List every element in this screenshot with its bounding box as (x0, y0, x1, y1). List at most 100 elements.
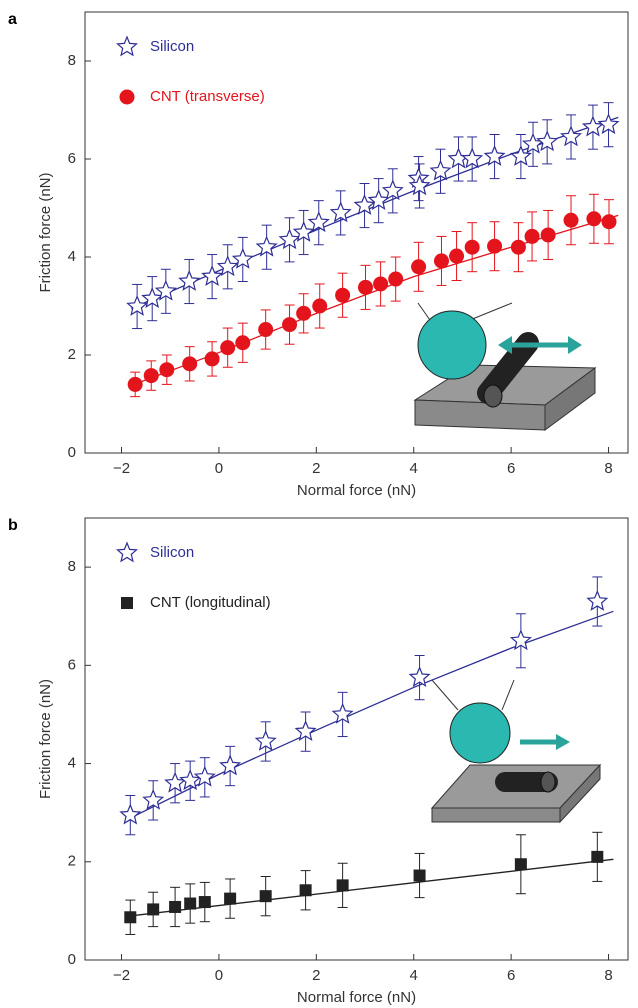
legend-marker (121, 597, 133, 609)
marker-circle (464, 239, 480, 255)
x-tick-label: 6 (507, 460, 515, 477)
marker-circle (220, 340, 236, 356)
marker-square (299, 884, 312, 897)
marker-circle (373, 276, 389, 292)
marker-square (514, 858, 527, 871)
plot-frame (84, 517, 629, 961)
marker-star (216, 255, 239, 277)
marker-square (336, 879, 349, 892)
inset-illustration (413, 302, 597, 431)
marker-square (184, 897, 197, 910)
y-tick-label: 4 (68, 248, 76, 265)
marker-circle (524, 228, 540, 244)
marker-star (353, 194, 376, 215)
marker-circle (358, 279, 374, 295)
marker-star (154, 279, 177, 301)
marker-circle (388, 271, 404, 287)
x-tick-label: 6 (507, 967, 515, 984)
marker-circle (586, 211, 602, 227)
x-tick-label: 8 (604, 460, 612, 477)
marker-star (141, 287, 164, 308)
marker-star (119, 803, 142, 825)
marker-square (591, 850, 604, 863)
legend-marker (116, 541, 138, 563)
marker-star (586, 589, 609, 611)
marker-circle (258, 322, 274, 338)
marker-square (124, 911, 137, 924)
marker-star (294, 720, 317, 741)
x-tick-label: −2 (113, 967, 130, 984)
x-axis-label: Normal force (nN) (297, 482, 416, 499)
marker-star (278, 228, 301, 250)
marker-circle (182, 356, 198, 372)
marker-star (307, 211, 330, 233)
marker-circle (296, 305, 312, 321)
panel-label: a (8, 11, 17, 28)
marker-star (179, 769, 202, 791)
marker-star (367, 189, 390, 210)
x-tick-label: 4 (410, 460, 418, 477)
y-tick-label: 8 (68, 52, 76, 69)
marker-star (461, 147, 484, 169)
marker-circle (433, 253, 449, 269)
panel-label: b (8, 517, 18, 534)
y-tick-label: 6 (68, 150, 76, 167)
x-tick-label: 2 (312, 460, 320, 477)
inset-illustration (430, 679, 602, 824)
marker-star (536, 130, 559, 152)
marker-circle (335, 287, 351, 303)
y-tick-label: 2 (68, 853, 76, 870)
y-tick-label: 8 (68, 558, 76, 575)
marker-star (581, 115, 604, 137)
marker-square (224, 892, 237, 905)
marker-star (331, 702, 354, 724)
marker-square (198, 896, 211, 909)
marker-circle (159, 362, 175, 378)
y-tick-label: 4 (68, 755, 76, 772)
marker-star (201, 265, 224, 286)
marker-star (126, 294, 149, 316)
y-tick-label: 0 (68, 444, 76, 461)
legend-label: Silicon (150, 38, 194, 55)
x-tick-label: 8 (604, 967, 612, 984)
legend-marker (116, 35, 138, 57)
x-tick-label: 4 (410, 967, 418, 984)
marker-star (560, 125, 582, 147)
marker-star (142, 788, 165, 810)
x-tick-label: 0 (215, 967, 223, 984)
marker-square (259, 890, 272, 903)
legend-label: Silicon (150, 544, 194, 561)
marker-circle (282, 317, 298, 333)
marker-circle (411, 259, 427, 275)
marker-star (231, 247, 254, 269)
marker-star (509, 145, 532, 166)
marker-circle (143, 368, 159, 384)
x-tick-label: 0 (215, 460, 223, 477)
marker-square (169, 900, 182, 913)
y-tick-label: 0 (68, 951, 76, 968)
marker-circle (563, 212, 579, 228)
marker-star (254, 729, 277, 751)
marker-star (193, 765, 216, 787)
marker-circle (487, 238, 503, 254)
fit-line (131, 858, 614, 917)
marker-square (147, 903, 160, 916)
marker-circle (601, 214, 617, 230)
legend-label: CNT (transverse) (150, 88, 265, 105)
marker-star (597, 113, 620, 135)
marker-circle (312, 298, 328, 314)
y-tick-label: 6 (68, 656, 76, 673)
marker-star (429, 159, 452, 181)
marker-square (413, 869, 426, 882)
marker-circle (510, 239, 526, 255)
marker-star (329, 201, 352, 223)
marker-circle (540, 227, 556, 243)
x-axis-label: Normal force (nN) (297, 989, 416, 1006)
marker-circle (235, 335, 251, 351)
marker-star (219, 754, 242, 776)
y-axis-label: Friction force (nN) (37, 172, 54, 292)
marker-circle (204, 351, 220, 367)
marker-star (509, 629, 532, 651)
y-axis-label: Friction force (nN) (37, 679, 54, 799)
